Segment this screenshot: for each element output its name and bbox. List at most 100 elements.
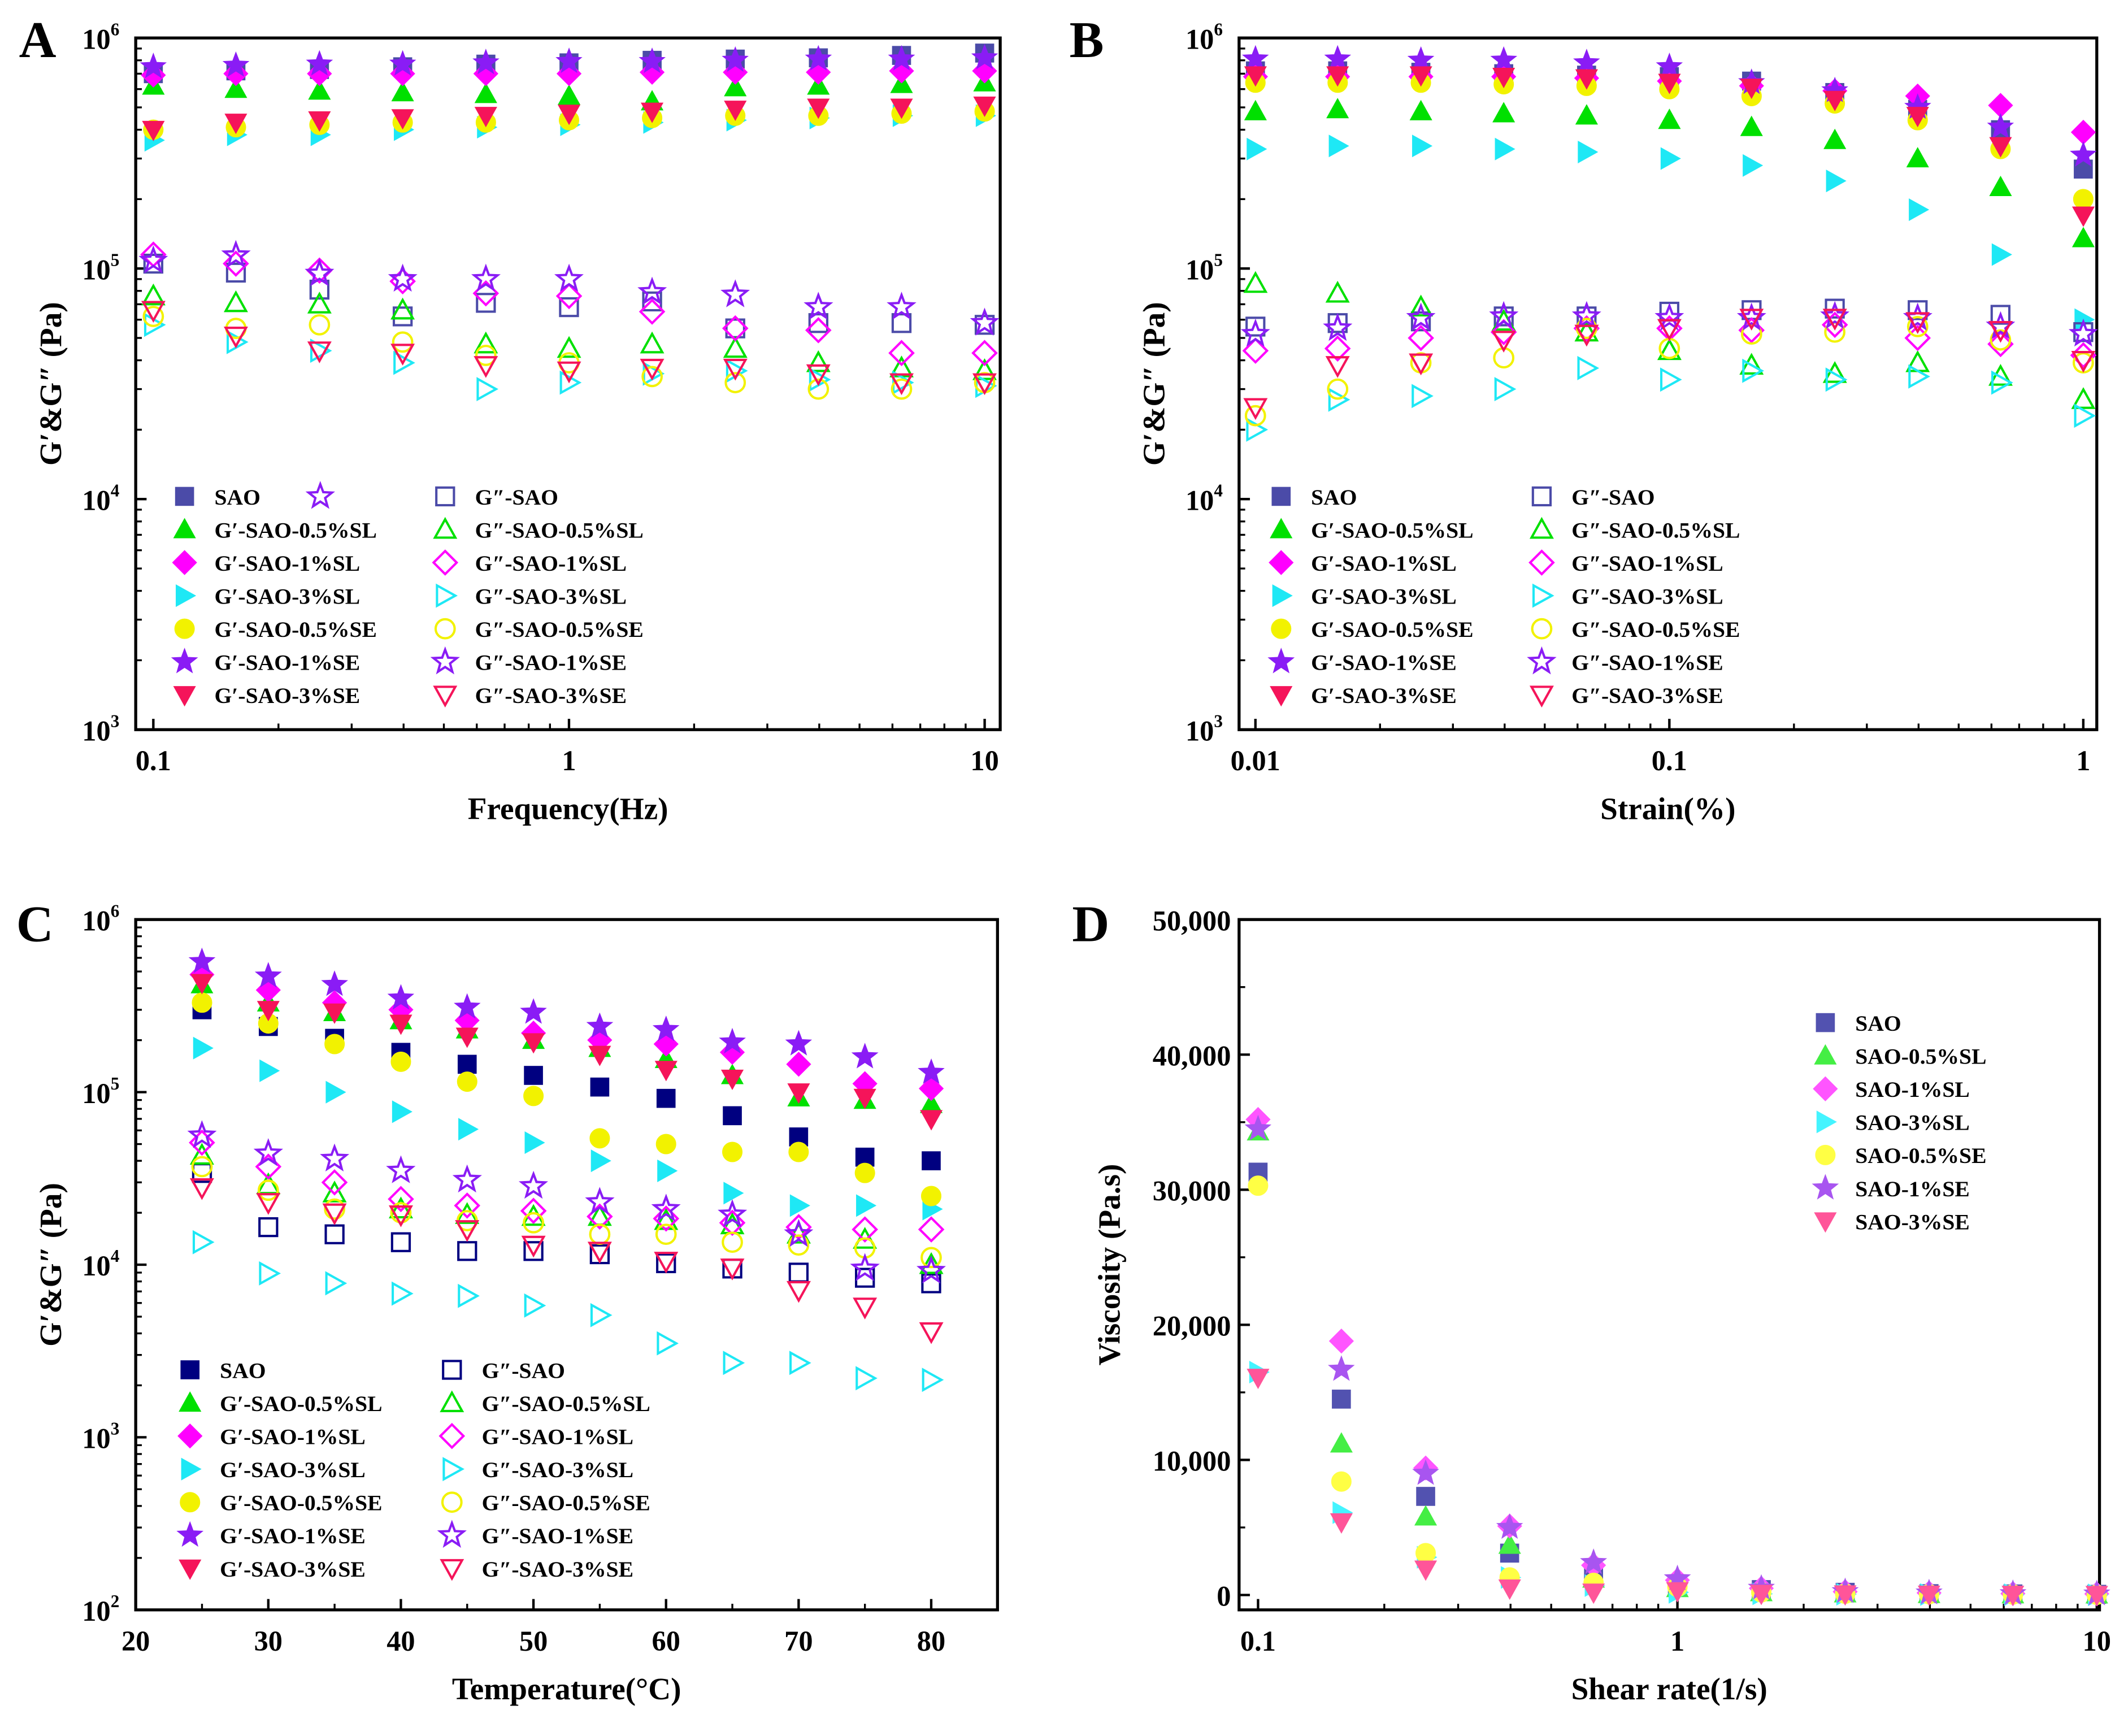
data-point: [1409, 66, 1432, 87]
data-point: [1412, 134, 1433, 158]
data-points: [1244, 1106, 2110, 1607]
legend-marker: [1814, 1044, 1837, 1065]
data-point: [972, 373, 997, 396]
x-axis-label: Strain(%): [1600, 792, 1735, 826]
data-point: [1580, 1548, 1608, 1574]
data-point: [140, 52, 167, 79]
legend-item: G″-SAO-0.5%SL: [1529, 517, 1740, 542]
data-point: [1498, 1533, 1521, 1554]
legend-marker: [176, 584, 197, 607]
legend-item: G′-SAO-0.5%SL: [173, 518, 377, 542]
data-point: [971, 340, 998, 367]
data-point: [1917, 1585, 1940, 1606]
x-axis-label: Shear rate(1/s): [1571, 1672, 1767, 1706]
data-point: [1243, 271, 1268, 293]
legend-label: G′-SAO-0.5%SL: [214, 518, 376, 542]
data-point: [1327, 378, 1349, 400]
data-point: [1240, 318, 1270, 347]
data-point: [809, 367, 831, 392]
data-point: [1412, 384, 1434, 409]
data-point: [390, 1202, 412, 1223]
legend-label: G″-SAO: [475, 485, 558, 510]
data-point: [1987, 113, 2014, 139]
legend-label: G″-SAO-3%SL: [1571, 584, 1723, 609]
legend-marker: [441, 1491, 463, 1513]
data-point: [590, 1303, 613, 1327]
panel-label: A: [19, 11, 57, 68]
data-point: [2085, 1586, 2108, 1607]
data-point: [788, 1234, 810, 1256]
legend-item: G′-SAO-1%SL: [1269, 550, 1457, 576]
data-point: [520, 998, 547, 1024]
y-axis: 103 104 105 106: [1185, 19, 1250, 747]
data-point: [518, 1170, 548, 1199]
data-point: [188, 947, 216, 973]
data-point: [1490, 46, 1518, 72]
data-point: [389, 1014, 412, 1035]
data-point: [308, 111, 331, 132]
data-point: [722, 1142, 743, 1162]
data-point: [474, 83, 497, 103]
data-point: [256, 1193, 281, 1215]
data-point: [222, 51, 250, 77]
legend-marker: [433, 685, 458, 708]
legend-marker: [1271, 487, 1291, 506]
data-point: [1409, 99, 1432, 120]
panel-label: C: [16, 896, 54, 953]
data-point: [1826, 170, 1847, 193]
data-point: [640, 331, 665, 354]
data-point: [474, 107, 497, 128]
data-point: [722, 315, 749, 342]
data-point: [559, 370, 582, 395]
legend-item: G′-SAO-1%SE: [1267, 648, 1457, 675]
data-point: [724, 76, 747, 97]
data-point: [1823, 90, 1847, 111]
legend-item: SAO: [1816, 1011, 1901, 1036]
data-point: [391, 81, 414, 102]
y-tick-label: 30,000: [1153, 1175, 1231, 1207]
legend-marker: [436, 583, 458, 608]
legend-item: G′-SAO-1%SL: [172, 550, 360, 576]
data-point: [654, 1252, 679, 1274]
data-point: [524, 1131, 545, 1155]
data-point: [652, 1015, 680, 1041]
data-point: [1241, 45, 1269, 71]
data-point: [653, 1031, 679, 1057]
legend-marker: [181, 1457, 202, 1481]
legend-label: G″-SAO-3%SL: [475, 584, 627, 609]
legend-item: G″-SAO-3%SE: [440, 1557, 633, 1582]
series-G-SAO-0.5%SL: [142, 71, 996, 111]
legend-item: G′-SAO-0.5%SL: [179, 1391, 383, 1416]
x-axis: 20 30 40 50 60 70 80: [121, 1599, 945, 1657]
data-point: [918, 1216, 945, 1243]
data-point: [310, 338, 332, 363]
data-point: [476, 293, 496, 313]
data-point: [789, 1194, 810, 1217]
data-point: [655, 1134, 676, 1155]
data-point: [720, 279, 750, 307]
data-point: [855, 1147, 875, 1167]
data-point: [1822, 309, 1847, 331]
x-axis-label: Temperature(°C): [452, 1672, 681, 1706]
series-G-SAO-1%SE: [187, 1120, 946, 1284]
legend-marker: [174, 618, 195, 639]
data-point: [637, 276, 667, 305]
legend-marker: [179, 1559, 202, 1580]
data-point: [189, 1178, 214, 1200]
data-point: [718, 1199, 748, 1227]
plot-frame: [1237, 36, 2099, 731]
data-point: [1574, 324, 1599, 347]
legend-label: G″-SAO: [482, 1358, 565, 1383]
data-point: [1656, 53, 1683, 79]
data-point: [305, 258, 335, 287]
data-point: [1573, 49, 1600, 75]
data-point: [1491, 331, 1516, 353]
data-point: [1743, 154, 1764, 177]
data-point: [1244, 1114, 1272, 1141]
series-G-SAO-3%SL: [1247, 134, 2095, 331]
data-point: [1406, 302, 1436, 331]
data-point: [1905, 312, 1930, 335]
data-point: [307, 292, 332, 314]
legend-item: SAO-1%SE: [1812, 1174, 1970, 1201]
data-point: [2070, 119, 2096, 145]
